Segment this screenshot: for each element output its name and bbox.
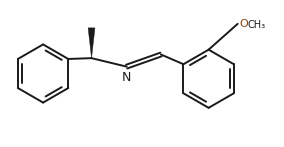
Text: N: N <box>122 71 131 84</box>
Polygon shape <box>88 28 95 58</box>
Text: CH₃: CH₃ <box>247 20 266 30</box>
Text: O: O <box>239 19 248 29</box>
